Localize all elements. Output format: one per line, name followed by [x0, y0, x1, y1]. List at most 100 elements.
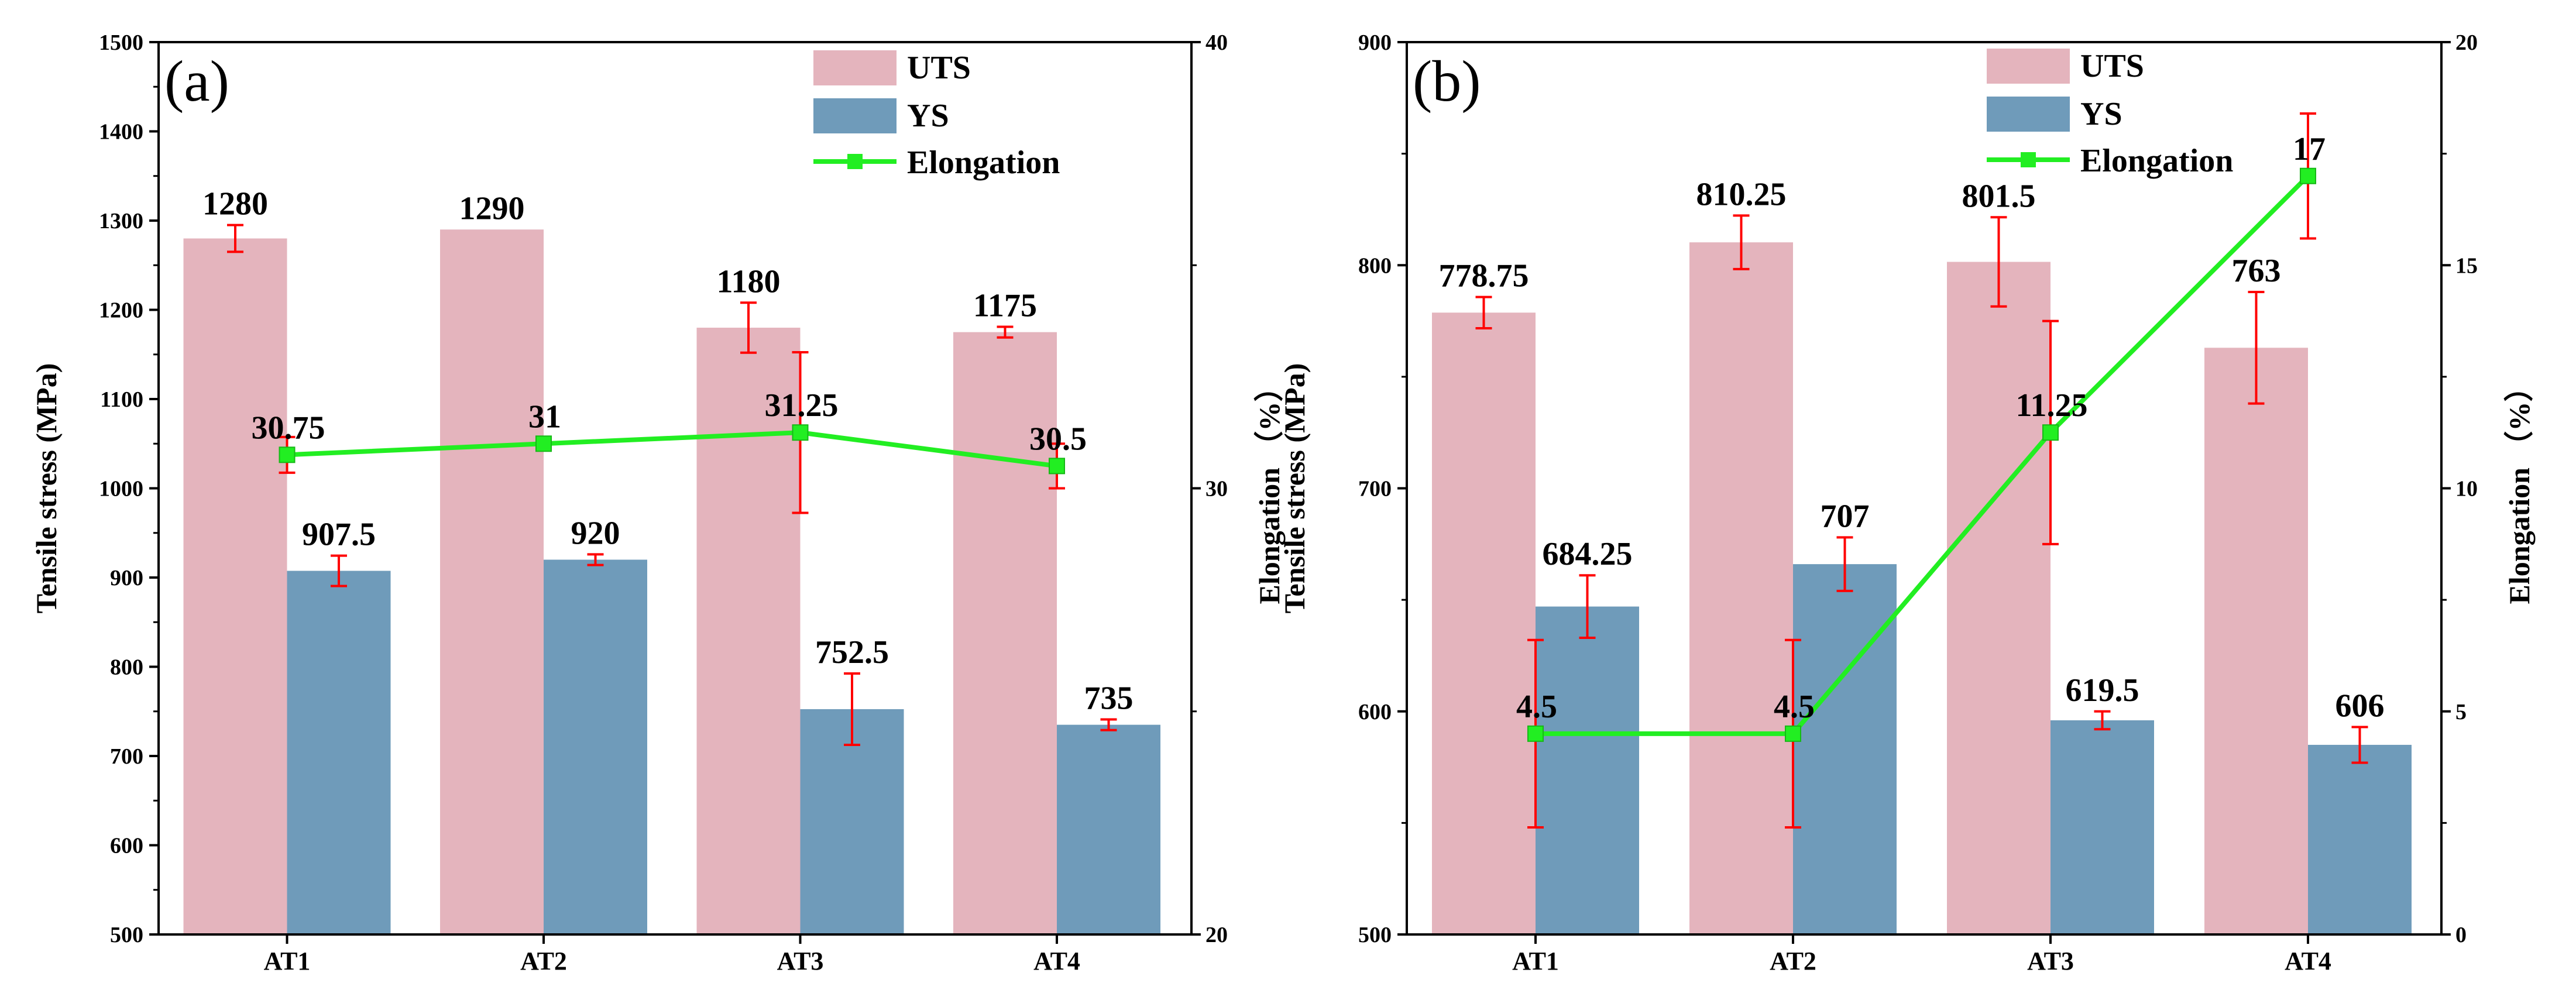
- legend-swatch-ys: [1987, 97, 2070, 132]
- elongation-data-label: 4.5: [1774, 689, 1815, 725]
- ys-bar: [2308, 744, 2412, 934]
- uts-error-bar: [227, 224, 243, 253]
- uts-error-bar: [2248, 291, 2265, 405]
- uts-data-label: 778.75: [1439, 258, 1529, 294]
- uts-data-label: 810.25: [1696, 176, 1787, 212]
- elongation-marker: [2042, 424, 2059, 441]
- elongation-data-label: 30.5: [1029, 421, 1087, 457]
- y-tick-label: 700: [1358, 477, 1392, 501]
- uts-bar: [183, 238, 287, 934]
- legend-label-ys: YS: [2080, 96, 2122, 132]
- elongation-data-label: 31.25: [765, 387, 839, 424]
- elongation-data-label: 31: [528, 398, 561, 435]
- elongation-marker: [792, 424, 809, 441]
- x-tick-label: AT3: [777, 947, 824, 975]
- ys-bar: [1057, 724, 1160, 934]
- y-tick-label: 1100: [100, 387, 143, 412]
- elongation-line: [287, 430, 1057, 469]
- y-tick-label: 800: [110, 655, 143, 680]
- legend-swatch-uts: [813, 50, 897, 85]
- uts-bar: [1432, 312, 1536, 934]
- ys-data-label: 684.25: [1543, 536, 1633, 572]
- ys-error-bar: [2094, 710, 2111, 731]
- y-tick-label: 900: [110, 566, 143, 590]
- y-axis-title: Tensile stress (MPa): [30, 363, 63, 614]
- legend-label-ys: YS: [907, 98, 949, 134]
- uts-data-label: 1280: [202, 186, 268, 222]
- elongation-data-label: 17: [2293, 131, 2326, 167]
- y2-tick-label: 30: [1205, 477, 1228, 501]
- uts-data-label: 1290: [459, 190, 525, 226]
- y2-tick-label: 20: [1205, 923, 1228, 947]
- elongation-data-label: 4.5: [1516, 689, 1557, 725]
- uts-error-bar: [740, 301, 757, 354]
- y2-tick-label: 5: [2455, 700, 2467, 724]
- uts-data-label: 763: [2232, 253, 2281, 289]
- legend-label-uts: UTS: [907, 50, 971, 86]
- uts-bar: [2204, 348, 2308, 934]
- ys-error-bar: [1836, 536, 1853, 592]
- legend-marker-elongation: [2021, 152, 2036, 167]
- ys-error-bar: [331, 554, 347, 587]
- legend-swatch-ys: [813, 98, 897, 133]
- ys-bar: [800, 709, 904, 934]
- y2-axis-title: Elongation （%）: [2503, 373, 2536, 604]
- y2-axis-title: Elongation （%）: [1253, 373, 1286, 604]
- elongation-marker: [2300, 167, 2316, 184]
- y-tick-label: 1300: [99, 209, 143, 233]
- legend-label-elongation: Elongation: [907, 145, 1060, 181]
- uts-error-bar: [1990, 216, 2007, 308]
- panel-label: (a): [164, 49, 229, 114]
- elongation-marker: [1785, 725, 1801, 742]
- elongation-line: [1536, 174, 2310, 736]
- y-tick-label: 500: [110, 923, 143, 947]
- ys-error-bar: [1100, 718, 1117, 731]
- y2-tick-label: 0: [2455, 923, 2467, 947]
- ys-data-label: 707: [1821, 498, 1870, 534]
- elongation-marker: [1527, 725, 1544, 742]
- uts-data-label: 1180: [717, 263, 781, 300]
- y-tick-label: 1200: [99, 298, 143, 323]
- x-tick-label: AT2: [1770, 947, 1816, 975]
- uts-data-label: 1175: [973, 287, 1037, 324]
- uts-error-bar: [997, 325, 1014, 339]
- ys-bar: [1536, 606, 1639, 934]
- ys-error-bar: [2351, 726, 2368, 764]
- y-axis-title: Tensile stress (MPa): [1278, 363, 1311, 614]
- uts-bar: [440, 229, 544, 934]
- uts-error-bar: [1733, 214, 1750, 270]
- y2-tick-label: 40: [1205, 30, 1228, 55]
- panel-label: (b): [1413, 49, 1481, 114]
- legend-marker-elongation: [847, 154, 863, 169]
- uts-bar: [696, 328, 801, 934]
- ys-bar: [2051, 720, 2154, 934]
- ys-error-bar: [1579, 574, 1596, 639]
- uts-data-label: 801.5: [1962, 178, 2036, 214]
- ys-data-label: 619.5: [2066, 672, 2139, 709]
- ys-data-label: 920: [571, 515, 620, 551]
- legend-label-elongation: Elongation: [2080, 143, 2233, 179]
- uts-bar: [953, 332, 1057, 934]
- x-tick-label: AT1: [264, 947, 311, 975]
- ys-error-bar: [587, 553, 604, 566]
- uts-bar: [1689, 242, 1793, 934]
- uts-bar: [1947, 262, 2051, 934]
- y-tick-label: 700: [110, 744, 143, 769]
- elongation-data-label: 30.75: [252, 410, 325, 446]
- elongation-marker: [535, 435, 552, 452]
- legend-label-uts: UTS: [2080, 48, 2144, 84]
- legend-swatch-uts: [1987, 49, 2070, 84]
- y-tick-label: 600: [1358, 700, 1392, 724]
- ys-bar: [287, 571, 391, 934]
- ys-data-label: 735: [1084, 680, 1134, 716]
- x-tick-label: AT2: [520, 947, 567, 975]
- x-tick-label: AT3: [2027, 947, 2074, 975]
- y-tick-label: 900: [1358, 30, 1392, 55]
- y2-tick-label: 10: [2455, 477, 2478, 501]
- y-tick-label: 1400: [99, 120, 143, 145]
- elongation-marker: [1049, 458, 1065, 475]
- y2-tick-label: 15: [2455, 253, 2478, 278]
- x-tick-label: AT4: [1033, 947, 1080, 975]
- y-tick-label: 800: [1358, 253, 1392, 278]
- y2-tick-label: 20: [2455, 30, 2478, 55]
